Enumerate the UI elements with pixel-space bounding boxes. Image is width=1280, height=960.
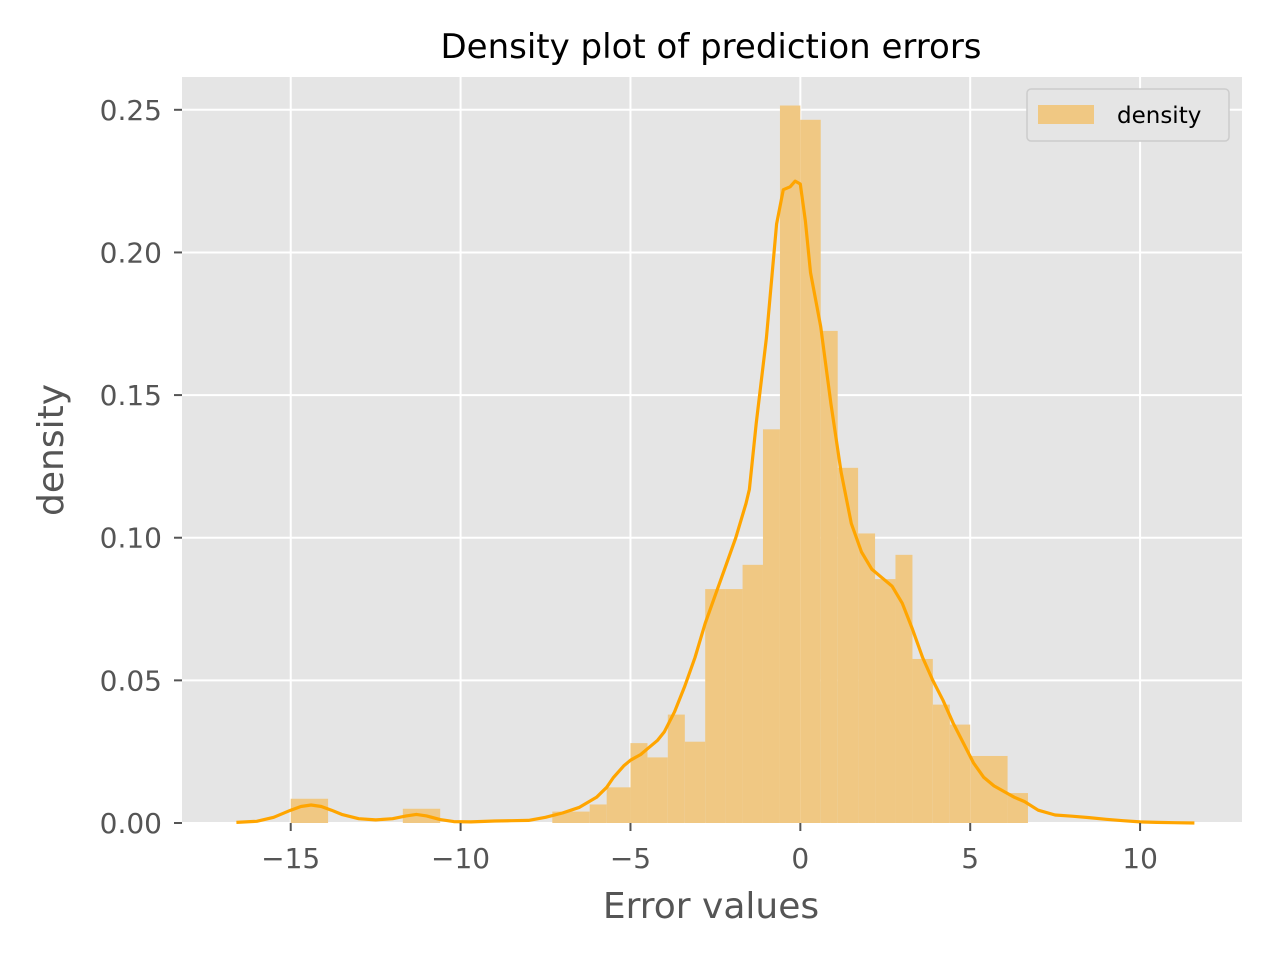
y-tick-label-0: 0.00 [100, 807, 162, 840]
x-tick-label-2: −5 [610, 842, 651, 875]
histogram-bar-13 [684, 741, 706, 823]
histogram-bar-19 [800, 119, 821, 824]
y-axis-label: density [31, 384, 72, 516]
y-tick-label-5: 0.25 [100, 94, 162, 127]
legend-label: density [1117, 103, 1201, 129]
histogram-bar-14 [705, 589, 726, 823]
y-axis: 0.00 0.05 0.10 0.15 0.20 0.25 [100, 94, 182, 840]
histogram-bar-8 [589, 804, 607, 823]
x-tick-label-5: 10 [1122, 842, 1158, 875]
legend-swatch [1038, 105, 1094, 124]
histogram-bars [290, 105, 1028, 824]
histogram-bar-18 [779, 105, 801, 824]
y-tick-label-3: 0.15 [100, 379, 162, 412]
histogram-bar-9 [606, 787, 631, 823]
y-tick-label-1: 0.05 [100, 664, 162, 697]
histogram-bar-7 [552, 811, 590, 823]
x-tick-label-4: 5 [961, 842, 979, 875]
histogram-bar-17 [762, 429, 780, 823]
histogram-bar-15 [725, 589, 743, 823]
histogram-bar-20 [820, 330, 838, 823]
histogram-bar-26 [932, 704, 950, 823]
legend: density [1026, 88, 1230, 142]
grid [182, 77, 1242, 824]
legend-box [1026, 88, 1230, 142]
kde-line [236, 179, 1195, 825]
x-tick-label-0: −15 [261, 842, 320, 875]
y-tick-label-4: 0.20 [100, 236, 162, 269]
y-tick-label-2: 0.10 [100, 522, 162, 555]
histogram-bar-23 [875, 579, 896, 823]
histogram-bar-16 [742, 564, 763, 823]
histogram-bar-21 [837, 467, 859, 823]
chart-title: Density plot of prediction errors [440, 27, 981, 67]
x-tick-label-3: 0 [791, 842, 809, 875]
histogram-bar-11 [647, 757, 668, 823]
x-tick-label-1: −10 [431, 842, 490, 875]
histogram-bar-22 [858, 533, 876, 823]
histogram-bar-10 [630, 743, 648, 823]
histogram-bar-0 [290, 798, 329, 823]
x-axis-label: Error values [603, 886, 819, 927]
histogram-bar-25 [912, 658, 933, 823]
x-axis: −15 −10 −5 0 5 10 [261, 823, 1158, 875]
histogram-bar-12 [667, 714, 685, 823]
